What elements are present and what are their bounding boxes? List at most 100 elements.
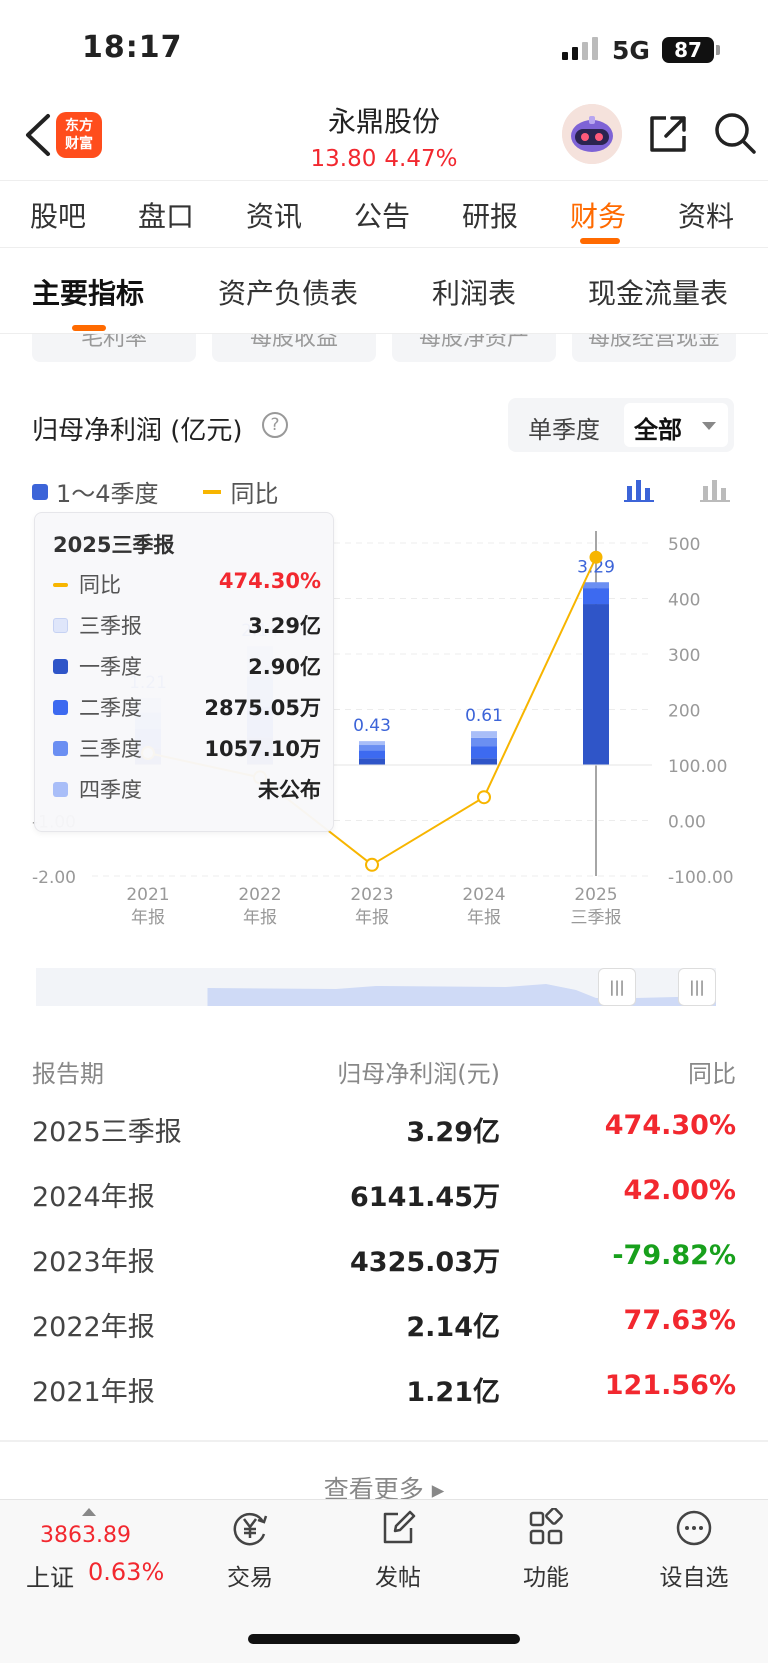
add-watchlist-button[interactable]: 设自选 — [644, 1508, 744, 1592]
net-profit-cell: 2.14亿 — [406, 1312, 500, 1343]
subtab-balance-sheet[interactable]: 资产负债表 — [218, 277, 359, 310]
tooltip-label: 三季度 — [79, 737, 142, 761]
index-change-pct[interactable]: 0.63% — [88, 1558, 165, 1586]
table-row[interactable]: 2024年报 6141.45万 42.00% — [0, 1175, 768, 1239]
tooltip-value: 3.29亿 — [248, 614, 321, 638]
tooltip-value: 474.30% — [218, 569, 321, 593]
net-profit-cell: 4325.03万 — [350, 1247, 500, 1278]
legend-bars-label: 1～4季度 — [56, 480, 159, 508]
net-profit-cell: 1.21亿 — [406, 1377, 500, 1408]
yoy-cell: 42.00% — [623, 1175, 736, 1206]
metric-chip[interactable]: 每股经营现金 — [572, 334, 736, 362]
range-handle-right[interactable]: ||| — [678, 968, 716, 1006]
tab-pankou[interactable]: 盘口 — [138, 200, 195, 233]
app-logo: 东方 财富 — [56, 112, 102, 158]
stock-change-pct: 4.47% — [384, 146, 458, 172]
metric-chip[interactable]: 毛利率 — [32, 334, 196, 362]
y-tick-label-right: 200 — [668, 702, 700, 722]
stacked-bar-segment — [471, 746, 497, 759]
tooltip-label: 三季报 — [79, 614, 142, 638]
y-tick-label-right: 400 — [668, 591, 700, 611]
y-tick-label-right: 500 — [668, 535, 700, 555]
stacked-bar-segment — [583, 604, 609, 765]
period-cell: 2025三季报 — [32, 1117, 182, 1148]
chart-legend: 1～4季度 同比 — [32, 474, 279, 509]
bar-chart-icon[interactable] — [700, 476, 730, 502]
trade-button[interactable]: 交易 — [200, 1508, 300, 1592]
help-icon[interactable]: ? — [262, 412, 288, 438]
subtab-indicator — [72, 325, 106, 331]
subtab-income-statement[interactable]: 利润表 — [432, 277, 517, 310]
compose-icon — [383, 1510, 416, 1544]
tooltip-label: 同比 — [79, 573, 121, 597]
x-tick-label: 三季报 — [571, 908, 622, 928]
post-button[interactable]: 发帖 — [348, 1508, 448, 1592]
index-name[interactable]: 上证 — [26, 1564, 74, 1592]
yoy-point — [477, 790, 491, 805]
tooltip-value: 2875.05万 — [204, 696, 321, 720]
tooltip-row: 二季度 2875.05万 — [53, 692, 321, 722]
subtab-cash-flow[interactable]: 现金流量表 — [588, 277, 729, 310]
col-period: 报告期 — [32, 1060, 104, 1088]
subtab-key-metrics[interactable]: 主要指标 — [32, 277, 145, 310]
table-row[interactable]: 2023年报 4325.03万 -79.82% — [0, 1240, 768, 1304]
x-tick-label: 年报 — [355, 908, 389, 928]
tab-profile[interactable]: 资料 — [678, 200, 735, 233]
stacked-bar-segment — [359, 741, 385, 746]
table-row[interactable]: 2021年报 1.21亿 121.56% — [0, 1370, 768, 1434]
bar-value-label: 0.61 — [465, 706, 503, 726]
tab-news[interactable]: 资讯 — [246, 200, 303, 233]
period-all-dropdown[interactable]: 全部 — [624, 403, 728, 447]
assistant-robot-icon[interactable] — [562, 104, 622, 164]
bar-marker — [53, 700, 68, 715]
home-indicator — [248, 1634, 520, 1644]
share-icon[interactable] — [646, 112, 690, 156]
tab-guba[interactable]: 股吧 — [30, 200, 87, 233]
back-icon[interactable] — [18, 108, 58, 162]
metric-chip[interactable]: 每股收益 — [212, 334, 376, 362]
stacked-bar-chart-icon[interactable] — [624, 476, 654, 502]
x-tick-label: 年报 — [243, 908, 277, 928]
tab-announcements[interactable]: 公告 — [354, 200, 411, 233]
col-yoy: 同比 — [688, 1060, 736, 1088]
features-button[interactable]: 功能 — [496, 1507, 596, 1592]
expand-up-icon[interactable] — [82, 1508, 96, 1516]
bar-marker — [53, 741, 68, 756]
period-toggle: 单季度 全部 — [508, 398, 734, 452]
battery-icon: 87 — [662, 37, 714, 63]
range-preview — [207, 984, 716, 1006]
stacked-bar-segment — [583, 582, 609, 589]
bar-marker — [53, 618, 68, 633]
stacked-bar-segment — [359, 758, 385, 765]
period-cell: 2021年报 — [32, 1377, 155, 1408]
status-time: 18:17 — [82, 30, 183, 65]
stacked-bar-segment — [471, 758, 497, 765]
x-tick-label: 年报 — [467, 908, 501, 928]
period-single-quarter[interactable]: 单季度 — [528, 416, 600, 444]
search-icon[interactable] — [712, 110, 758, 156]
tooltip-row: 三季度 1057.10万 — [53, 733, 321, 763]
table-row[interactable]: 2022年报 2.14亿 77.63% — [0, 1305, 768, 1369]
range-handle-left[interactable]: ||| — [598, 968, 636, 1006]
period-cell: 2022年报 — [32, 1312, 155, 1343]
index-value[interactable]: 3863.89 — [40, 1523, 131, 1548]
table-row[interactable]: 2025三季报 3.29亿 474.30% — [0, 1110, 768, 1174]
tab-finance[interactable]: 财务 — [570, 200, 627, 233]
tooltip-title: 2025三季报 — [53, 533, 175, 557]
main-tab-bar: 股吧 盘口 资讯 公告 研报 财务 资料 — [0, 180, 768, 248]
y-tick-label-right: 300 — [668, 646, 700, 666]
metric-chip[interactable]: 每股净资产 — [392, 334, 556, 362]
stock-name: 永鼎股份 — [327, 105, 440, 138]
yoy-cell: 474.30% — [604, 1110, 736, 1141]
x-tick-label: 2022 — [238, 885, 281, 905]
yoy-cell: -79.82% — [612, 1240, 736, 1271]
grid-icon — [529, 1507, 563, 1545]
x-tick-label: 年报 — [131, 908, 165, 928]
y-tick-label-right: 0.00 — [668, 813, 706, 833]
chart-tooltip: 2025三季报 同比 474.30% 三季报 3.29亿 一季度 2.90亿 二季度 2875… — [34, 512, 334, 832]
tab-research[interactable]: 研报 — [462, 200, 519, 233]
yoy-cell: 77.63% — [623, 1305, 736, 1336]
period-cell: 2024年报 — [32, 1182, 155, 1213]
divider — [0, 1440, 768, 1442]
tooltip-row: 四季度 未公布 — [53, 774, 321, 804]
